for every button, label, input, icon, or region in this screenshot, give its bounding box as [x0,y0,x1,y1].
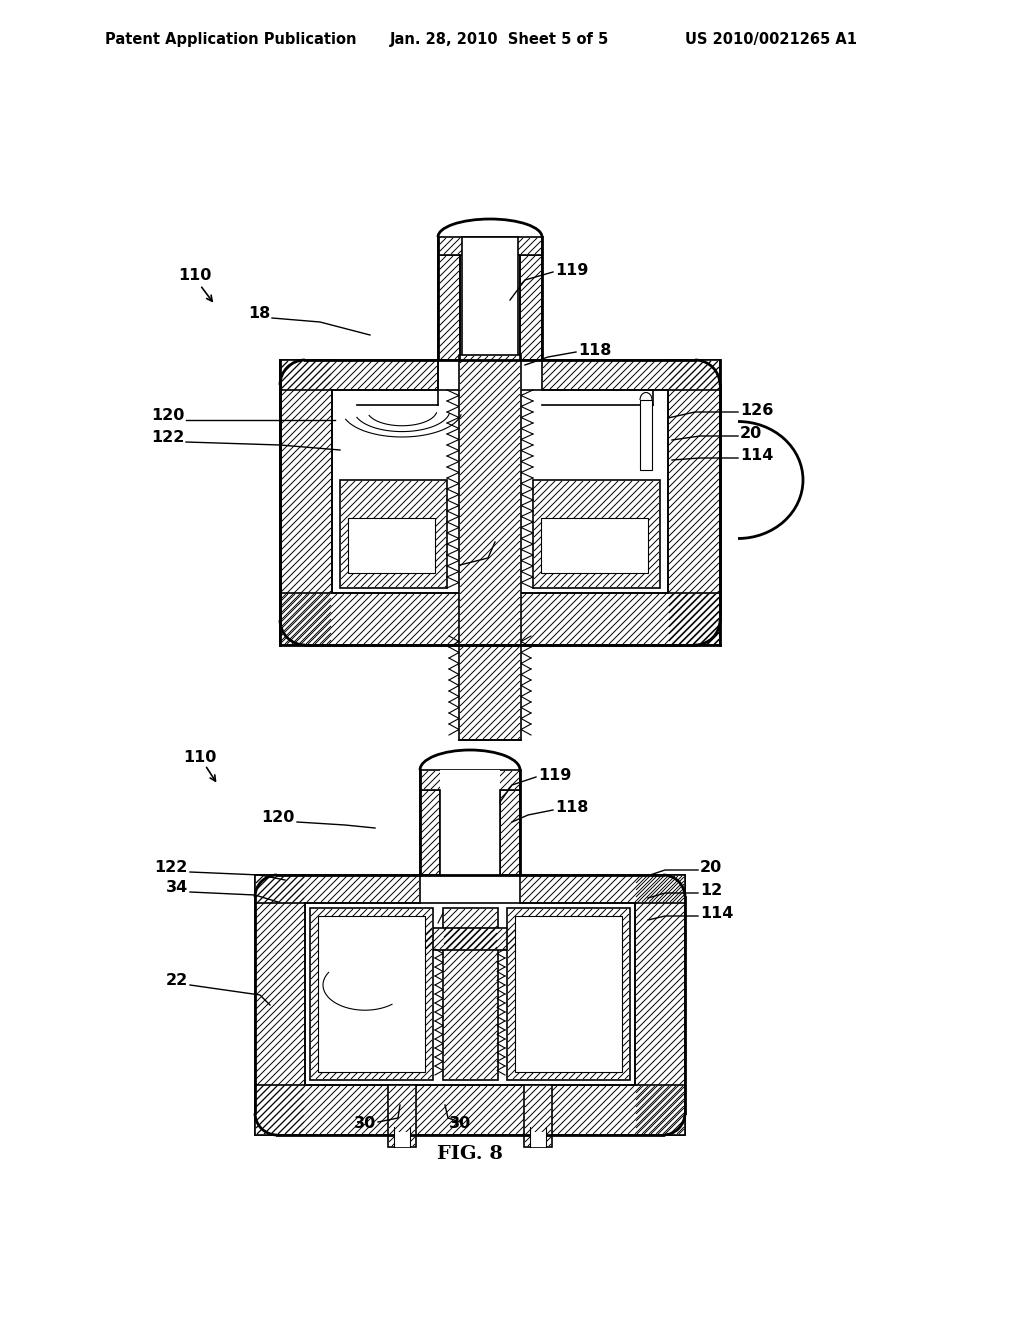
Bar [541,517,648,573]
Bar [420,770,520,789]
Bar [443,908,498,1080]
Text: 20: 20 [740,426,762,441]
Bar [255,1085,685,1135]
Bar [348,517,435,573]
Text: 122: 122 [152,430,185,445]
Bar [388,1085,416,1147]
Bar [440,770,500,875]
Bar [542,360,720,389]
Bar [462,238,518,360]
Bar [520,875,685,903]
Bar [520,255,542,360]
Text: US 2010/0021265 A1: US 2010/0021265 A1 [685,32,857,48]
Bar [250,766,690,1140]
Bar [668,360,720,645]
Bar [240,360,760,649]
Text: 34: 34 [166,880,188,895]
Bar [340,480,447,587]
Bar [635,875,685,1135]
Text: 119: 119 [555,263,589,279]
Text: 119: 119 [538,768,571,783]
Text: 122: 122 [155,861,188,875]
Bar [280,593,720,645]
Bar [530,1133,546,1147]
Text: 30: 30 [449,1115,471,1131]
Text: FIG. 7: FIG. 7 [457,665,523,682]
Text: Jan. 28, 2010  Sheet 5 of 5: Jan. 28, 2010 Sheet 5 of 5 [390,32,609,48]
Text: 114: 114 [740,447,773,463]
Bar [318,916,425,1072]
Bar [438,238,542,255]
Bar [507,908,630,1080]
Text: 12: 12 [700,883,722,898]
Text: 120: 120 [261,810,295,825]
Text: 14: 14 [462,556,484,572]
Text: 18: 18 [248,306,270,321]
Bar [310,908,433,1080]
Bar [438,255,460,360]
Bar [280,360,438,389]
Bar [306,904,634,1084]
Bar [255,875,305,1135]
Bar [280,360,332,645]
Text: Patent Application Publication: Patent Application Publication [105,32,356,48]
Bar [255,875,420,903]
Bar [515,916,622,1072]
Text: 118: 118 [555,800,589,814]
Bar [500,789,520,875]
Bar [410,928,530,950]
Text: 114: 114 [700,906,733,921]
Bar [420,789,440,875]
Text: 110: 110 [178,268,211,282]
Bar [524,1085,552,1147]
Text: 120: 120 [152,408,185,422]
Text: 30: 30 [354,1115,376,1131]
Bar [640,400,652,470]
Text: 118: 118 [578,343,611,358]
Bar [333,391,667,591]
Bar [459,355,521,741]
Text: FIG. 8: FIG. 8 [437,1144,503,1163]
Text: 22: 22 [166,973,188,987]
Text: 126: 126 [740,403,773,418]
Text: 20: 20 [700,861,722,875]
Bar [394,1133,410,1147]
Text: 110: 110 [183,750,216,766]
Bar [534,480,660,587]
